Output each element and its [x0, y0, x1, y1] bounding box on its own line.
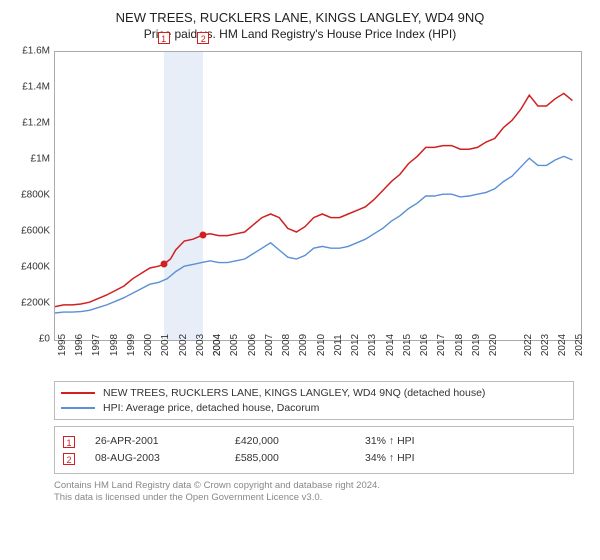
x-tick-label: 2018: [454, 334, 465, 356]
x-tick-label: 2007: [264, 334, 275, 356]
x-tick-label: 2025: [574, 334, 585, 356]
transaction-pct: 34% ↑ HPI: [365, 450, 535, 467]
legend-label: NEW TREES, RUCKLERS LANE, KINGS LANGLEY,…: [103, 386, 485, 401]
x-tick-label: 1999: [126, 334, 137, 356]
footnote-line1: Contains HM Land Registry data © Crown c…: [54, 480, 380, 491]
x-tick-label: 1997: [91, 334, 102, 356]
x-tick-label: 1998: [109, 334, 120, 356]
transaction-date: 08-AUG-2003: [95, 450, 235, 467]
x-tick-label: 2004: [212, 334, 223, 356]
transaction-row: 2 08-AUG-2003£585,00034% ↑ HPI: [63, 450, 565, 467]
chart-subtitle: Price paid vs. HM Land Registry's House …: [14, 27, 586, 41]
footnote-line2: This data is licensed under the Open Gov…: [54, 492, 322, 503]
transaction-pct: 31% ↑ HPI: [365, 433, 535, 450]
legend-swatch: [61, 407, 95, 409]
x-axis: 1995199619971998199920002001200220032004…: [54, 345, 582, 379]
y-tick-label: £800K: [21, 190, 50, 201]
transaction-price: £420,000: [235, 433, 365, 450]
x-tick-label: 1995: [57, 334, 68, 356]
x-tick-label: 2006: [247, 334, 258, 356]
x-tick-label: 2013: [367, 334, 378, 356]
x-tick-label: 2009: [298, 334, 309, 356]
x-tick-label: 2010: [316, 334, 327, 356]
chart-area: £0 £200K £400K £600K £800K £1M £1.2M £1.4M £1.6M…: [14, 47, 586, 377]
plot-region: 12: [54, 51, 582, 341]
x-tick-label: 2008: [281, 334, 292, 356]
legend: NEW TREES, RUCKLERS LANE, KINGS LANGLEY,…: [54, 381, 574, 420]
x-tick-label: 2011: [333, 334, 344, 356]
x-tick-label: 2016: [419, 334, 430, 356]
sale-dot: [160, 261, 167, 268]
sale-marker-label: 1: [158, 32, 170, 44]
transactions-table: 1 26-APR-2001£420,00031% ↑ HPI 2 08-AUG-200…: [54, 426, 574, 474]
x-tick-label: 2024: [557, 334, 568, 356]
chart-title: NEW TREES, RUCKLERS LANE, KINGS LANGLEY,…: [14, 10, 586, 25]
transaction-marker: 1: [63, 436, 75, 448]
y-tick-label: £1M: [31, 154, 50, 165]
sale-marker-label: 2: [197, 32, 209, 44]
x-tick-label: 2017: [436, 334, 447, 356]
x-tick-label: 1996: [74, 334, 85, 356]
x-tick-label: 2020: [488, 334, 499, 356]
y-tick-label: £1.4M: [22, 82, 50, 93]
transaction-row: 1 26-APR-2001£420,00031% ↑ HPI: [63, 433, 565, 450]
x-tick-label: 2002: [178, 334, 189, 356]
x-tick-label: 2019: [471, 334, 482, 356]
y-tick-label: £1.2M: [22, 118, 50, 129]
y-tick-label: £1.6M: [22, 46, 50, 57]
sale-dot: [200, 231, 207, 238]
series-hpi: [55, 156, 572, 313]
transaction-date: 26-APR-2001: [95, 433, 235, 450]
legend-swatch: [61, 392, 95, 394]
y-tick-label: £400K: [21, 262, 50, 273]
y-tick-label: £0: [39, 334, 50, 345]
legend-row: NEW TREES, RUCKLERS LANE, KINGS LANGLEY,…: [61, 386, 567, 401]
x-tick-label: 2005: [229, 334, 240, 356]
footnote: Contains HM Land Registry data © Crown c…: [54, 480, 574, 505]
legend-row: HPI: Average price, detached house, Daco…: [61, 401, 567, 416]
chart-svg: [55, 52, 581, 340]
transaction-price: £585,000: [235, 450, 365, 467]
x-tick-label: 2015: [402, 334, 413, 356]
y-tick-label: £200K: [21, 298, 50, 309]
x-tick-label: 2003: [195, 334, 206, 356]
x-tick-label: 2023: [540, 334, 551, 356]
series-price_paid: [55, 93, 572, 306]
x-tick-label: 2014: [385, 334, 396, 356]
x-tick-label: 2000: [143, 334, 154, 356]
x-tick-label: 2012: [350, 334, 361, 356]
y-tick-label: £600K: [21, 226, 50, 237]
legend-label: HPI: Average price, detached house, Daco…: [103, 401, 319, 416]
x-tick-label: 2001: [160, 334, 171, 356]
transaction-marker: 2: [63, 453, 75, 465]
x-tick-label: 2022: [523, 334, 534, 356]
